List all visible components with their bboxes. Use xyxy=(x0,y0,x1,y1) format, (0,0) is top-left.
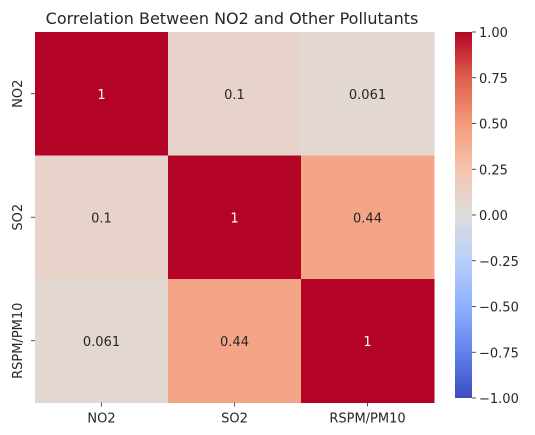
colorbar: 1.00 0.75 0.50 0.25 0.00 −0.25 −0.50 −0.75 −1.00 xyxy=(455,26,519,407)
cell-annotation-2-2: 1 xyxy=(363,335,371,350)
heatmap-annotations: 1 0.1 0.061 0.1 1 0.44 0.061 0.44 1 xyxy=(83,88,386,350)
x-tick-label: NO2 xyxy=(87,412,115,427)
colorbar-gradient xyxy=(455,32,472,398)
cell-annotation-2-0: 0.061 xyxy=(83,335,120,350)
y-tick-label: RSPM/PM10 xyxy=(11,303,26,379)
colorbar-tick-label: −0.50 xyxy=(479,301,519,316)
cell-annotation-2-1: 0.44 xyxy=(220,335,249,350)
colorbar-tick-label: −0.25 xyxy=(479,255,519,270)
colorbar-tick-label: 0.75 xyxy=(479,72,508,87)
y-tick-label: NO2 xyxy=(11,80,26,108)
colorbar-tick-label: 1.00 xyxy=(479,26,508,41)
heatmap-cell-2-0 xyxy=(35,279,169,403)
colorbar-tick-label: 0.00 xyxy=(479,209,508,224)
heatmap-cell-1-0 xyxy=(35,155,169,280)
heatmap-cell-1-2 xyxy=(301,155,435,280)
colorbar-tick-label: 0.25 xyxy=(479,163,508,178)
heatmap-cell-2-1 xyxy=(168,279,302,403)
heatmap-cell-0-2 xyxy=(301,32,435,156)
colorbar-tick-label: 0.50 xyxy=(479,118,508,133)
x-tick-label: RSPM/PM10 xyxy=(329,412,405,427)
cell-annotation-1-0: 0.1 xyxy=(91,211,112,226)
heatmap-cell-1-1 xyxy=(168,155,302,280)
colorbar-tick-label: −1.00 xyxy=(479,392,519,407)
y-axis-ticks: NO2 SO2 RSPM/PM10 xyxy=(11,80,35,379)
heatmap-cell-2-2 xyxy=(301,279,435,403)
cell-annotation-1-2: 0.44 xyxy=(353,211,382,226)
cell-annotation-0-2: 0.061 xyxy=(349,88,386,103)
chart-title: Correlation Between NO2 and Other Pollut… xyxy=(46,9,419,28)
heatmap-cell-0-0 xyxy=(35,32,169,156)
colorbar-tick-label: −0.75 xyxy=(479,346,519,361)
cell-annotation-0-1: 0.1 xyxy=(224,88,245,103)
x-axis-ticks: NO2 SO2 RSPM/PM10 xyxy=(87,402,406,427)
x-tick-label: SO2 xyxy=(221,412,248,427)
heatmap-cell-0-1 xyxy=(168,32,302,156)
cell-annotation-0-0: 1 xyxy=(97,88,105,103)
heatmap-cells xyxy=(35,32,435,403)
y-tick-label: SO2 xyxy=(11,204,26,231)
cell-annotation-1-1: 1 xyxy=(230,211,238,226)
